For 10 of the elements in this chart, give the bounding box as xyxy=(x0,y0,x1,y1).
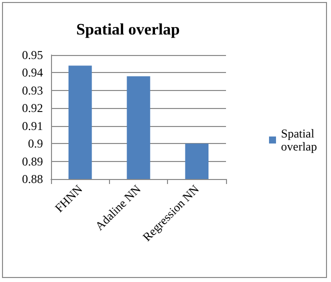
y-tick-label: 0.95 xyxy=(22,48,43,62)
legend-label: Spatial overlap xyxy=(281,126,317,154)
y-tick-label: 0.94 xyxy=(22,66,43,80)
y-tick-label: 0.93 xyxy=(22,83,43,98)
y-tick-label: 0.89 xyxy=(22,154,43,168)
chart-title: Spatial overlap xyxy=(76,22,180,38)
y-tick-label: 0.9 xyxy=(28,136,43,151)
y-tick-label: 0.92 xyxy=(22,101,43,116)
y-tick-label: 0.88 xyxy=(22,172,43,186)
y-tick-label: 0.91 xyxy=(22,118,43,133)
